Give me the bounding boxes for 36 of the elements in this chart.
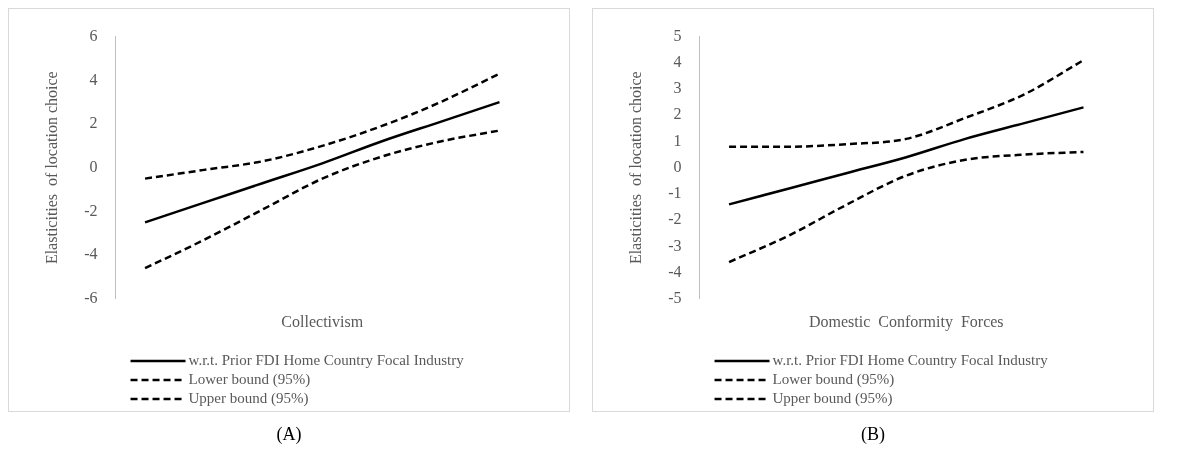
y-axis-title: Elasticities of location choice	[42, 71, 60, 265]
y-tick-label: 0	[673, 157, 682, 175]
y-tick-label: -3	[668, 236, 682, 254]
y-tick-label: -6	[84, 289, 98, 306]
y-tick-label: 6	[89, 26, 98, 44]
x-axis-title: Domestic Conformity Forces	[808, 312, 1004, 331]
y-tick-label: 2	[673, 105, 682, 123]
y-axis-title: Elasticities of location choice	[626, 71, 644, 265]
text: (B)	[860, 424, 886, 445]
legend-label: w.r.t. Prior FDI Home Country Focal Industry	[772, 351, 1049, 368]
line-series	[727, 150, 1085, 264]
y-tick-label: 2	[89, 114, 98, 132]
line-series	[143, 129, 501, 270]
y-tick-label: 1	[673, 131, 682, 149]
y-tick-label: 5	[673, 26, 682, 44]
x-axis-title: Collectivism	[281, 312, 364, 330]
legend-label: Upper bound (95%)	[188, 389, 309, 407]
y-tick-label: 4	[89, 70, 98, 88]
line-series	[727, 58, 1085, 148]
legend-label: w.r.t. Prior FDI Home Country Focal Industry	[188, 351, 465, 368]
y-tick-label: -5	[668, 289, 682, 306]
line-series	[143, 72, 501, 180]
y-tick-label: -4	[84, 245, 98, 263]
y-tick-label: -4	[668, 262, 682, 280]
legend-label: Lower bound (95%)	[772, 370, 895, 388]
y-tick-label: 4	[673, 53, 682, 71]
y-tick-label: -2	[84, 201, 98, 219]
y-tick-label: 3	[673, 79, 682, 97]
y-tick-label: -1	[668, 184, 682, 202]
line-series	[143, 100, 501, 224]
legend-label: Lower bound (95%)	[188, 370, 311, 388]
y-tick-label: -2	[668, 210, 682, 228]
line-series	[727, 106, 1085, 206]
text: (A)	[275, 424, 303, 445]
y-tick-label: 0	[89, 157, 98, 175]
legend-label: Upper bound (95%)	[772, 389, 893, 407]
